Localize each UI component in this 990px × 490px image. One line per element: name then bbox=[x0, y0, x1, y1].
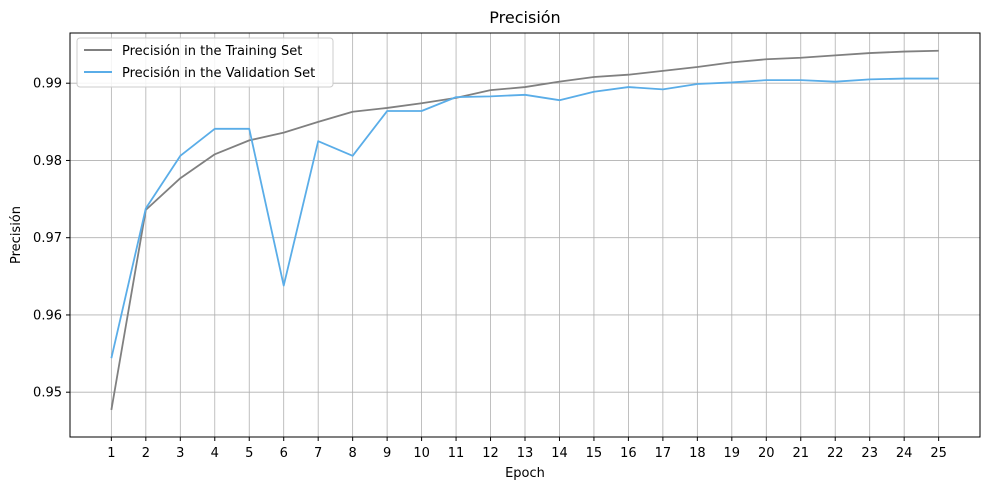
legend: Precisión in the Training Set Precisión … bbox=[76, 37, 334, 88]
x-tick-label: 2 bbox=[142, 446, 150, 461]
y-tick-label: 0.98 bbox=[33, 154, 62, 169]
x-tick-label: 15 bbox=[586, 446, 603, 461]
legend-label-training: Precisión in the Training Set bbox=[122, 44, 302, 59]
x-tick-label: 8 bbox=[349, 446, 357, 461]
x-tick-label: 24 bbox=[896, 446, 913, 461]
x-axis-label: Epoch bbox=[505, 466, 545, 481]
x-tick-label: 5 bbox=[245, 446, 253, 461]
x-tick-label: 19 bbox=[724, 446, 741, 461]
y-axis-ticks: 0.95 0.96 0.97 0.98 0.99 bbox=[33, 77, 70, 401]
x-tick-label: 14 bbox=[551, 446, 568, 461]
x-tick-label: 12 bbox=[482, 446, 499, 461]
grid-lines bbox=[70, 33, 980, 437]
x-tick-label: 10 bbox=[413, 446, 430, 461]
y-axis-label: Precisión bbox=[9, 206, 24, 264]
x-tick-label: 23 bbox=[861, 446, 878, 461]
series-line-training bbox=[110, 49, 939, 411]
series-line-validation bbox=[110, 77, 939, 359]
x-tick-label: 1 bbox=[107, 446, 115, 461]
legend-box bbox=[76, 37, 334, 88]
x-axis-ticks: 1 2 3 4 5 6 7 8 9 10 11 12 13 14 15 16 17 18 19 20 21 22 23 24 2… bbox=[107, 437, 947, 461]
chart-title: Precisión bbox=[489, 8, 560, 27]
y-tick-label: 0.95 bbox=[33, 386, 62, 401]
x-tick-label: 7 bbox=[314, 446, 322, 461]
x-tick-label: 11 bbox=[448, 446, 465, 461]
y-tick-label: 0.97 bbox=[33, 231, 62, 246]
x-tick-label: 6 bbox=[280, 446, 288, 461]
x-tick-label: 21 bbox=[792, 446, 809, 461]
legend-label-validation: Precisión in the Validation Set bbox=[122, 66, 315, 81]
x-tick-label: 17 bbox=[655, 446, 672, 461]
series-group bbox=[110, 49, 939, 411]
x-tick-label: 25 bbox=[930, 446, 947, 461]
y-tick-label: 0.99 bbox=[33, 77, 62, 92]
x-tick-label: 4 bbox=[211, 446, 219, 461]
x-tick-label: 3 bbox=[176, 446, 184, 461]
x-tick-label: 13 bbox=[517, 446, 534, 461]
x-tick-label: 9 bbox=[383, 446, 391, 461]
x-tick-label: 16 bbox=[620, 446, 637, 461]
x-tick-label: 18 bbox=[689, 446, 706, 461]
y-tick-label: 0.96 bbox=[33, 308, 62, 323]
x-tick-label: 22 bbox=[827, 446, 844, 461]
x-tick-label: 20 bbox=[758, 446, 775, 461]
